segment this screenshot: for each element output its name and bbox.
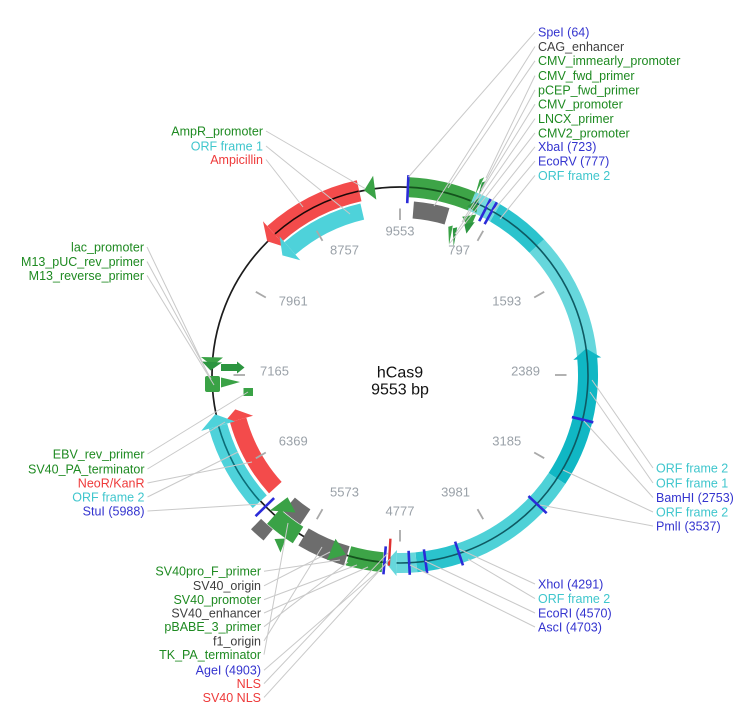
svg-text:NeoR/KanR: NeoR/KanR — [78, 476, 145, 490]
svg-text:NLS: NLS — [237, 677, 261, 691]
svg-text:XbaI (723): XbaI (723) — [538, 140, 596, 154]
svg-text:2389: 2389 — [511, 364, 540, 379]
svg-text:EBV_rev_primer: EBV_rev_primer — [53, 447, 145, 461]
svg-text:7961: 7961 — [279, 294, 308, 309]
svg-text:ORF frame 2: ORF frame 2 — [538, 592, 610, 606]
svg-text:M13_pUC_rev_primer: M13_pUC_rev_primer — [21, 255, 144, 269]
svg-text:hCas9: hCas9 — [377, 365, 423, 382]
svg-text:SpeI (64): SpeI (64) — [538, 26, 589, 40]
svg-text:1593: 1593 — [492, 294, 521, 309]
svg-text:Ampicillin: Ampicillin — [210, 153, 263, 167]
svg-text:BamHI (2753): BamHI (2753) — [656, 491, 734, 505]
svg-text:M13_reverse_primer: M13_reverse_primer — [29, 269, 144, 283]
svg-text:3185: 3185 — [492, 434, 521, 449]
svg-text:pBABE_3_primer: pBABE_3_primer — [164, 620, 261, 634]
svg-text:pCEP_fwd_primer: pCEP_fwd_primer — [538, 83, 639, 97]
svg-text:ORF frame 2: ORF frame 2 — [656, 505, 728, 519]
svg-text:SV40pro_F_primer: SV40pro_F_primer — [155, 565, 261, 579]
svg-text:StuI (5988): StuI (5988) — [83, 504, 145, 518]
svg-text:797: 797 — [448, 242, 470, 257]
svg-text:9553 bp: 9553 bp — [371, 382, 429, 399]
svg-text:ORF frame 2: ORF frame 2 — [656, 461, 728, 475]
svg-text:LNCX_primer: LNCX_primer — [538, 112, 614, 126]
svg-text:f1_origin: f1_origin — [213, 634, 261, 648]
svg-text:lac_promoter: lac_promoter — [71, 240, 144, 254]
svg-text:SV40_origin: SV40_origin — [193, 579, 261, 593]
svg-text:3981: 3981 — [441, 485, 470, 500]
svg-text:PmlI (3537): PmlI (3537) — [656, 519, 721, 533]
svg-text:CMV2_promoter: CMV2_promoter — [538, 126, 630, 140]
svg-text:AgeI (4903): AgeI (4903) — [196, 664, 261, 678]
svg-text:ORF frame 2: ORF frame 2 — [72, 490, 144, 504]
svg-text:7165: 7165 — [260, 364, 289, 379]
svg-text:TK_PA_terminator: TK_PA_terminator — [159, 648, 261, 662]
svg-text:ORF frame 2: ORF frame 2 — [538, 169, 610, 183]
svg-text:SV40 NLS: SV40 NLS — [203, 691, 261, 705]
svg-text:ORF frame 1: ORF frame 1 — [656, 476, 728, 490]
svg-text:6369: 6369 — [279, 434, 308, 449]
svg-text:XhoI (4291): XhoI (4291) — [538, 577, 603, 591]
svg-text:AmpR_promoter: AmpR_promoter — [171, 124, 263, 138]
svg-text:5573: 5573 — [330, 485, 359, 500]
svg-text:4777: 4777 — [386, 504, 415, 519]
svg-text:SV40_enhancer: SV40_enhancer — [171, 606, 261, 620]
svg-text:CMV_promoter: CMV_promoter — [538, 98, 623, 112]
svg-text:8757: 8757 — [330, 242, 359, 257]
svg-text:ORF frame 1: ORF frame 1 — [191, 139, 263, 153]
svg-text:CAG_enhancer: CAG_enhancer — [538, 40, 624, 54]
svg-text:SV40_promoter: SV40_promoter — [173, 593, 261, 607]
svg-text:AscI (4703): AscI (4703) — [538, 620, 602, 634]
svg-text:EcoRV (777): EcoRV (777) — [538, 155, 609, 169]
svg-text:EcoRI (4570): EcoRI (4570) — [538, 606, 612, 620]
svg-text:CMV_immearly_promoter: CMV_immearly_promoter — [538, 54, 680, 68]
svg-text:SV40_PA_terminator: SV40_PA_terminator — [28, 462, 145, 476]
svg-text:CMV_fwd_primer: CMV_fwd_primer — [538, 69, 635, 83]
svg-text:9553: 9553 — [386, 224, 415, 239]
